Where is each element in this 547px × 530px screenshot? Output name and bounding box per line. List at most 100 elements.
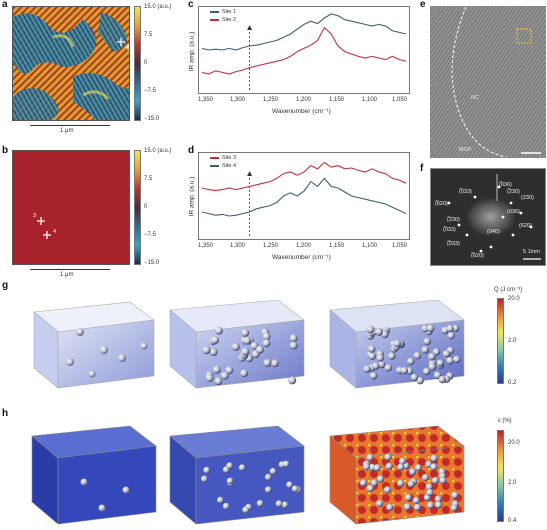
particle	[414, 464, 422, 472]
particle	[397, 463, 405, 471]
particle	[368, 352, 376, 360]
particle	[436, 359, 444, 367]
particle	[439, 476, 447, 485]
fft-spot-label: (̅620)	[435, 201, 448, 207]
particle	[446, 324, 454, 333]
particle	[451, 324, 460, 333]
particle	[241, 328, 250, 337]
colorbar-h-tick: 0.4	[508, 518, 517, 524]
particle	[386, 503, 394, 511]
colorbar-g-title: Q (J cm⁻³)	[494, 287, 523, 293]
xtick-d: 1,350	[198, 243, 214, 249]
energy-density-box-2	[169, 299, 305, 389]
particle	[397, 479, 405, 487]
particle	[425, 483, 433, 491]
fft-spot-label: (230)	[521, 195, 534, 201]
particle	[222, 502, 230, 510]
particle	[413, 503, 421, 511]
particle	[231, 342, 240, 351]
xtick-c: 1,350	[198, 97, 214, 103]
panel-a-label: a	[2, 0, 8, 10]
particle	[410, 373, 419, 382]
particle	[366, 484, 374, 492]
particle	[453, 355, 461, 364]
legend-d-item-1: Site 3	[210, 154, 236, 162]
legend-d: Site 3 Site 4	[210, 154, 236, 170]
particle	[430, 463, 438, 471]
particle	[403, 503, 412, 511]
particle	[426, 489, 434, 497]
legend-c-item-1: Site 1	[210, 8, 236, 16]
xtick-d: 1,250	[263, 243, 279, 249]
particle	[370, 479, 378, 487]
particle	[256, 499, 264, 507]
particle	[435, 501, 443, 509]
particle	[416, 376, 424, 385]
particle	[409, 468, 417, 476]
fft-spot-label: (̅036)	[499, 182, 512, 188]
particle	[450, 504, 458, 512]
particle	[367, 345, 376, 353]
strain-box-1	[31, 425, 157, 525]
xtick-d: 1,050	[392, 243, 408, 249]
xtick-c: 1,300	[230, 97, 246, 103]
legend-c-item-2: Site 2	[210, 16, 236, 24]
particle	[262, 339, 271, 348]
scale-label-a: 1 μm	[60, 128, 74, 134]
colorbar-b-tick: 15.0 (a.u.)	[144, 148, 172, 154]
legend-c-label-2: Site 2	[222, 17, 237, 23]
particle	[241, 347, 250, 356]
particle	[217, 496, 224, 504]
particle	[447, 331, 455, 340]
colorbar-h	[497, 430, 504, 522]
particle	[262, 332, 271, 341]
legend-d-label-1: Site 3	[222, 155, 237, 161]
particle	[291, 485, 299, 493]
particle	[377, 475, 385, 483]
particle	[434, 495, 442, 503]
particle	[421, 346, 429, 354]
scale-bar-a	[30, 125, 110, 126]
particle	[275, 500, 283, 508]
panel-d-ylabel: IR amp. (a.u.)	[188, 176, 196, 217]
particle	[451, 491, 459, 499]
particle	[407, 357, 415, 366]
scale-bar-b	[30, 269, 110, 270]
hrtem-lattice	[431, 7, 545, 157]
particle	[205, 374, 214, 382]
particle	[438, 375, 447, 384]
legend-d-item-2: Site 4	[210, 162, 236, 170]
colorbar-b-tick: 7.5	[144, 176, 153, 182]
particle	[400, 366, 409, 375]
particle	[202, 346, 211, 355]
particle	[375, 328, 383, 336]
colorbar-b-tick: −7.5	[144, 232, 156, 238]
particle	[423, 337, 431, 346]
fft-spots	[431, 169, 545, 265]
colorbar-a-tick: −15.0	[144, 116, 160, 122]
xtick-d: 1,200	[296, 243, 312, 249]
fft-spot-label: (̅230)	[447, 217, 460, 223]
series-line-1	[201, 13, 407, 51]
xtick-d: 1,300	[230, 243, 246, 249]
colorbar-g-tick: 20.0	[508, 296, 520, 302]
particle	[376, 354, 384, 362]
xtick-c: 1,200	[296, 97, 312, 103]
particle	[240, 369, 249, 378]
particle	[363, 365, 371, 373]
particle	[431, 476, 439, 485]
particle	[243, 336, 252, 345]
particle	[446, 356, 454, 365]
particle	[282, 460, 290, 468]
particle	[242, 506, 250, 514]
plot-frame	[198, 152, 410, 240]
particle	[432, 348, 441, 356]
particle	[412, 496, 420, 505]
colorbar-a-tick: −7.5	[144, 88, 156, 94]
particle	[430, 454, 438, 462]
series-line-1	[201, 161, 407, 191]
particle	[289, 334, 298, 343]
particle	[359, 479, 368, 487]
colorbar-a-tick: 0	[144, 60, 148, 66]
particle	[366, 454, 374, 462]
